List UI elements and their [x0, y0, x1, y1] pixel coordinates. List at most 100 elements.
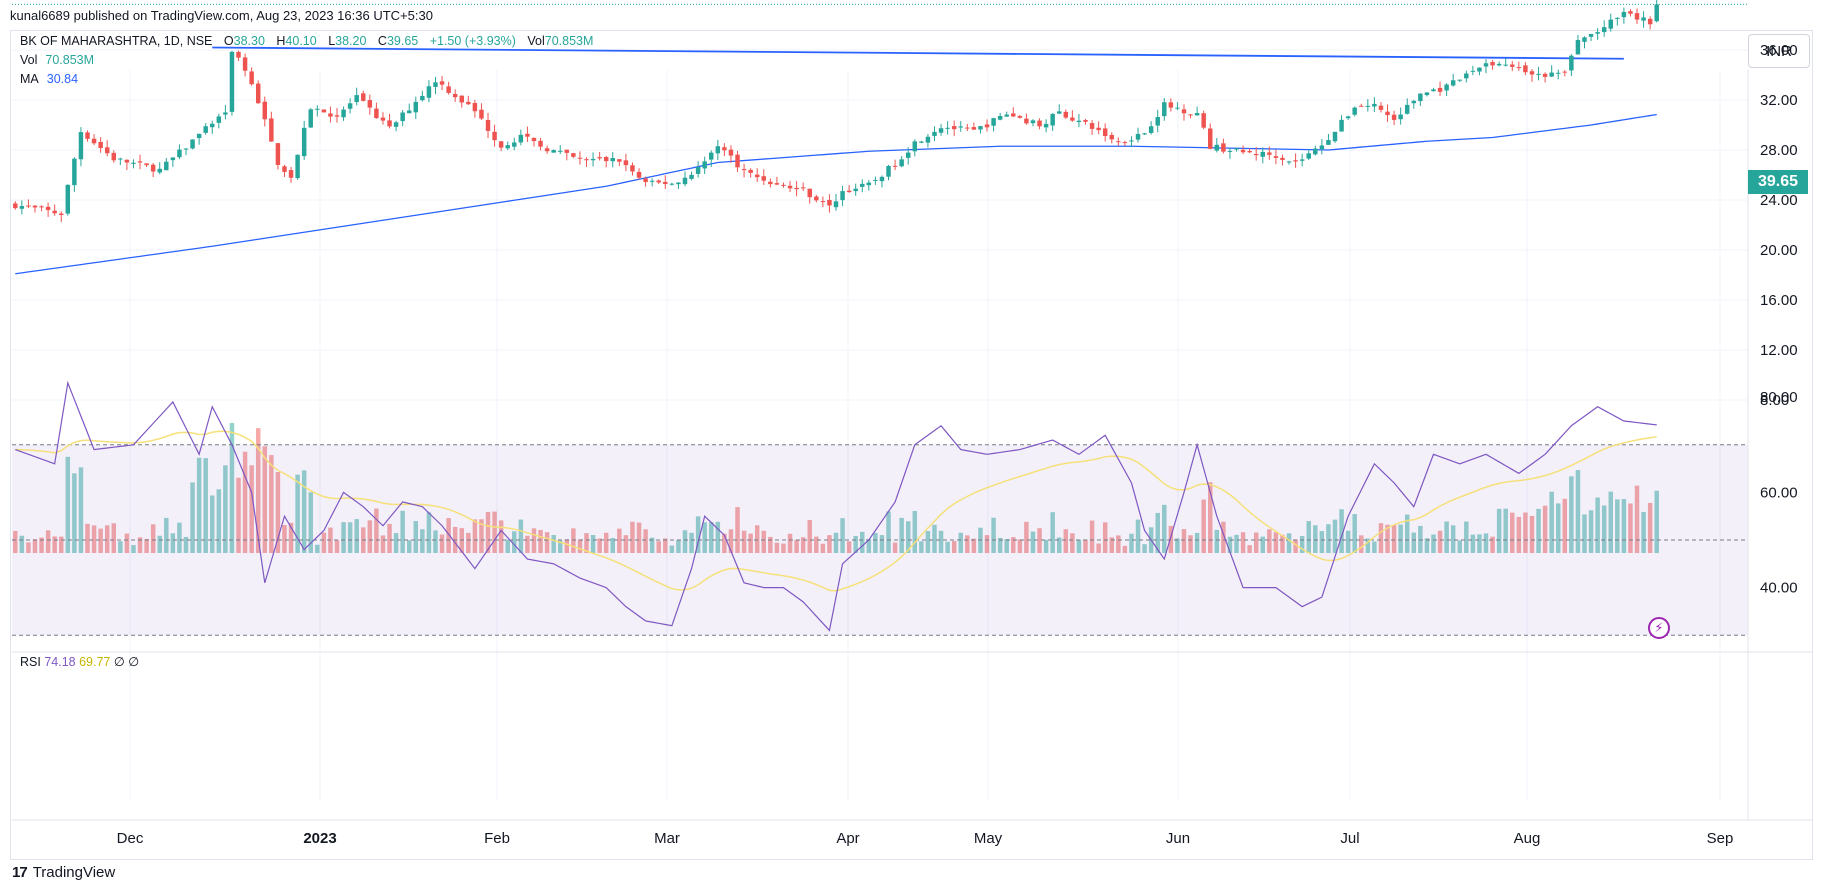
- legend-open-value: 38.30: [233, 34, 265, 48]
- ma-legend[interactable]: MA 30.84: [20, 72, 78, 86]
- candle-body: [1569, 55, 1574, 71]
- candle-body: [1549, 72, 1554, 77]
- candle-body: [925, 136, 931, 143]
- volume-bar: [269, 455, 274, 553]
- candle-body: [223, 112, 228, 115]
- legend-vol-value: 70.853M: [544, 34, 594, 48]
- candle-body: [1464, 73, 1469, 79]
- candle-body: [754, 174, 760, 178]
- grid-lines: [12, 49, 1748, 800]
- candle-body: [905, 152, 911, 158]
- rsi-ma-line: [15, 430, 1657, 592]
- volume-bar: [196, 457, 202, 553]
- time-tick-label: Sep: [1707, 830, 1734, 847]
- candle-body: [1096, 127, 1101, 131]
- candle-body: [709, 152, 714, 160]
- candle-body: [1162, 102, 1167, 117]
- legend-symbol[interactable]: BK OF MAHARASHTRA, 1D, NSE: [20, 34, 213, 48]
- volume-bar: [603, 532, 609, 553]
- volume-bar: [1089, 520, 1095, 553]
- candle-body: [144, 163, 149, 166]
- candle-body: [1017, 116, 1023, 118]
- candle-body: [1457, 79, 1462, 81]
- candle-body: [91, 138, 97, 144]
- volume-bar: [873, 532, 878, 553]
- time-tick-label: Dec: [117, 830, 144, 847]
- candle-body: [879, 176, 885, 182]
- candle-body: [485, 119, 491, 131]
- candle-body: [275, 143, 281, 165]
- volume-legend[interactable]: Vol 70.853M: [20, 53, 94, 67]
- time-tick-label: May: [974, 830, 1003, 847]
- candle-body: [1391, 114, 1397, 120]
- volume-bar: [347, 522, 353, 553]
- volume-bar: [1450, 525, 1456, 553]
- candle-body: [958, 126, 963, 128]
- candle-body: [518, 134, 524, 143]
- volume-bar: [78, 467, 84, 553]
- volume-bar: [1345, 530, 1351, 553]
- volume-bar: [52, 536, 57, 553]
- tradingview-logo[interactable]: 17 TradingView: [12, 864, 115, 881]
- volume-bar: [1070, 533, 1075, 553]
- candle-body: [807, 188, 812, 198]
- volume-bar: [840, 518, 845, 553]
- volume-bar: [997, 537, 1003, 553]
- volume-bar: [1385, 524, 1390, 553]
- candle-body: [1208, 128, 1213, 149]
- lightning-icon[interactable]: ⚡: [1648, 617, 1670, 639]
- candle-body: [682, 177, 688, 185]
- candle-body: [328, 113, 333, 117]
- candle-body: [1496, 63, 1502, 66]
- candle-body: [1562, 71, 1568, 73]
- volume-bar: [623, 535, 629, 553]
- candle-body: [991, 118, 996, 126]
- volume-bar: [295, 474, 300, 553]
- volume-bar: [833, 532, 839, 553]
- volume-bar: [216, 489, 222, 553]
- candle-body: [1365, 105, 1371, 107]
- candle-body: [288, 170, 294, 178]
- volume-bar: [426, 512, 432, 553]
- volume-bar: [1017, 539, 1023, 553]
- currency-button[interactable]: INR: [1748, 34, 1810, 68]
- volume-bar: [1634, 485, 1640, 553]
- candle-body: [1582, 37, 1587, 42]
- volume-bar: [505, 539, 510, 553]
- volume-bar: [794, 539, 799, 553]
- candle-body: [1109, 134, 1114, 140]
- volume-bar: [991, 517, 996, 553]
- price-tick-label: 12.00: [1760, 342, 1798, 359]
- candle-body: [1135, 133, 1141, 140]
- time-tick-label: 2023: [303, 830, 336, 847]
- candle-body: [1050, 113, 1055, 126]
- volume-bar: [380, 535, 386, 553]
- candle-body: [1510, 64, 1515, 67]
- candle-body: [1024, 118, 1029, 124]
- candle-body: [157, 168, 162, 173]
- candle-body: [124, 159, 130, 163]
- volume-bar: [787, 533, 793, 553]
- last-price-tag: 39.65: [1748, 170, 1808, 194]
- candle-body: [498, 141, 504, 148]
- time-tick-label: Aug: [1514, 830, 1541, 847]
- volume-bar: [1523, 512, 1528, 553]
- volume-bar: [636, 522, 642, 553]
- rsi-legend[interactable]: RSI 74.18 69.77 ∅ ∅: [20, 654, 139, 669]
- volume-bar: [1628, 503, 1633, 553]
- volume-bar: [971, 538, 977, 553]
- rsi-line: [15, 380, 1657, 632]
- candle-body: [1313, 148, 1318, 155]
- candle-body: [630, 165, 635, 172]
- candle-body: [544, 148, 550, 152]
- candle-body: [702, 161, 707, 169]
- candle-body: [873, 179, 878, 181]
- candle-body: [452, 93, 458, 98]
- candle-body: [472, 103, 478, 112]
- candle-body: [1424, 92, 1430, 96]
- candle-body: [59, 213, 64, 216]
- candle-body: [104, 147, 110, 154]
- volume-bar: [768, 536, 773, 553]
- candle-body: [892, 165, 898, 167]
